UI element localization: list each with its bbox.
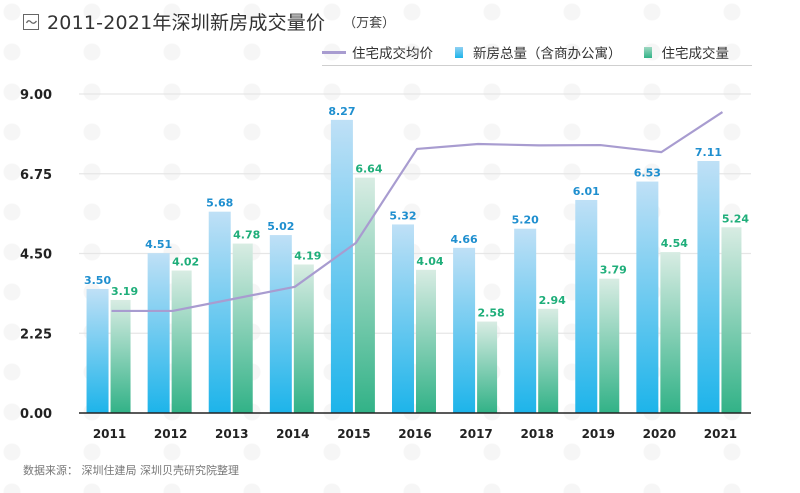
chart-title: 2011-2021年深圳新房成交量价 — [47, 12, 326, 34]
x-tick-label: 2012 — [154, 427, 187, 441]
bar-new-housing-total — [330, 119, 353, 413]
data-label-residential: 4.78 — [233, 229, 260, 242]
data-label-total: 4.51 — [145, 238, 172, 251]
data-label-total: 7.11 — [695, 146, 722, 159]
legend-label: 住宅成交量 — [661, 46, 730, 62]
legend-item-residential: 住宅成交量 — [643, 42, 730, 62]
data-label-residential: 4.54 — [661, 237, 688, 250]
y-tick-label: 0.00 — [20, 407, 52, 422]
chart-header: 2011-2021年深圳新房成交量价 （万套） — [23, 8, 395, 35]
bar-residential-volume — [660, 252, 681, 413]
data-label-residential: 3.19 — [111, 285, 138, 298]
data-label-residential: 3.79 — [600, 264, 627, 277]
bar-residential-volume — [110, 299, 131, 413]
x-tick-label: 2017 — [459, 427, 492, 441]
y-tick-label: 4.50 — [20, 248, 52, 263]
data-label-residential: 2.94 — [539, 294, 566, 307]
legend-item-price: 住宅成交均价 — [322, 42, 433, 62]
legend-label: 住宅成交均价 — [352, 46, 433, 62]
data-label-total: 5.02 — [267, 220, 294, 233]
bar-new-housing-total — [147, 253, 170, 413]
data-label-residential: 6.64 — [355, 163, 382, 176]
bar-residential-volume — [354, 177, 375, 413]
bar-new-housing-total — [575, 199, 598, 413]
bar-residential-volume — [477, 321, 498, 413]
bar-residential-volume — [232, 243, 253, 413]
bar-residential-volume — [416, 269, 436, 413]
x-tick-label: 2015 — [337, 427, 370, 441]
bar-new-housing-total — [86, 288, 109, 413]
legend-line-swatch — [322, 50, 346, 54]
legend-item-total: 新房总量（含商办公寓） — [455, 42, 622, 62]
bar-new-housing-total — [392, 224, 414, 413]
x-tick-label: 2013 — [215, 427, 248, 441]
bar-residential-volume — [293, 264, 314, 413]
data-label-residential: 5.24 — [722, 212, 749, 225]
data-label-residential: 2.58 — [478, 307, 505, 320]
bar-new-housing-total — [636, 181, 659, 413]
legend-divider — [322, 65, 752, 66]
x-tick-label: 2019 — [582, 427, 615, 441]
data-label-total: 4.66 — [451, 233, 478, 246]
bar-new-housing-total — [514, 228, 537, 413]
data-label-total: 5.32 — [389, 209, 416, 222]
x-tick-label: 2020 — [643, 427, 676, 441]
bar-residential-volume — [599, 278, 620, 413]
bar-new-housing-total — [697, 160, 720, 413]
bar-new-housing-total — [208, 211, 231, 413]
chart-unit: （万套） — [343, 16, 396, 31]
y-tick-label: 9.00 — [20, 88, 52, 103]
data-label-residential: 4.19 — [294, 249, 321, 262]
x-tick-label: 2016 — [398, 427, 431, 441]
legend: 住宅成交均价 新房总量（含商办公寓） 住宅成交量 — [322, 42, 729, 62]
y-tick-label: 2.25 — [20, 327, 52, 342]
x-tick-label: 2021 — [704, 427, 737, 441]
y-tick-label: 6.75 — [20, 168, 52, 183]
data-label-residential: 4.02 — [172, 256, 199, 269]
bar-residential-volume — [721, 227, 742, 413]
data-label-total: 5.68 — [206, 197, 233, 210]
legend-label: 新房总量（含商办公寓） — [473, 46, 622, 62]
bar-new-housing-total — [453, 247, 476, 413]
bar-residential-volume — [538, 308, 559, 413]
data-label-total: 5.20 — [512, 214, 539, 227]
data-label-total: 8.27 — [328, 105, 355, 118]
x-tick-label: 2014 — [276, 427, 309, 441]
bar-new-housing-total — [269, 235, 292, 413]
x-tick-label: 2011 — [93, 427, 126, 441]
line-chart-icon — [23, 13, 39, 30]
data-source-note: 数据来源： 深圳住建局 深圳贝壳研究院整理 — [23, 464, 239, 477]
bar-residential-volume — [171, 270, 192, 413]
data-label-residential: 4.04 — [416, 255, 443, 268]
legend-blue-swatch — [455, 46, 463, 58]
data-label-total: 3.50 — [84, 274, 111, 287]
x-tick-label: 2018 — [520, 427, 553, 441]
data-label-total: 6.53 — [634, 167, 661, 180]
data-label-total: 6.01 — [573, 185, 600, 198]
legend-green-swatch — [643, 46, 652, 58]
